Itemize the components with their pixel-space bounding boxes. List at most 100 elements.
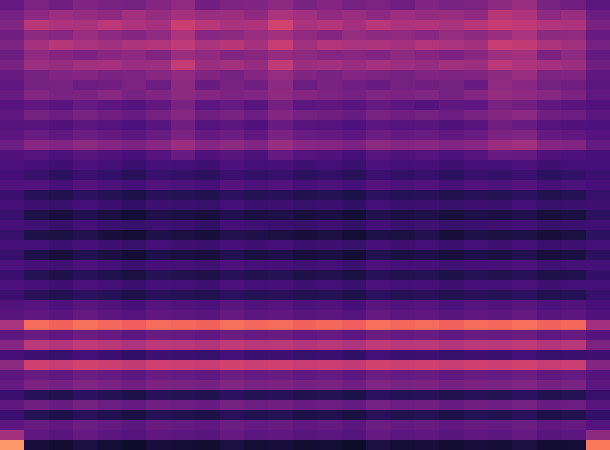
heatmap-cell <box>537 410 562 421</box>
heatmap-cell <box>366 40 391 51</box>
heatmap-cell <box>464 220 489 231</box>
heatmap-cell <box>561 350 586 361</box>
heatmap-cell <box>73 70 98 81</box>
heatmap-cell <box>146 190 171 201</box>
heatmap-cell <box>49 250 74 261</box>
heatmap-cell <box>586 390 610 401</box>
heatmap-cell <box>586 180 610 191</box>
heatmap-cell <box>586 50 610 61</box>
heatmap-cell <box>49 280 74 291</box>
heatmap-cell <box>439 270 464 281</box>
heatmap-cell <box>390 10 415 21</box>
heatmap-cell <box>561 150 586 161</box>
heatmap-cell <box>146 200 171 211</box>
heatmap-cell <box>537 60 562 71</box>
heatmap-cell <box>488 20 513 31</box>
heatmap-cell <box>366 330 391 341</box>
heatmap-cell <box>220 420 245 431</box>
heatmap-cell <box>171 170 196 181</box>
heatmap-cell <box>244 90 269 101</box>
heatmap-cell <box>317 110 342 121</box>
heatmap-cell <box>244 260 269 271</box>
heatmap-cell <box>464 390 489 401</box>
heatmap-cell <box>220 40 245 51</box>
heatmap-cell <box>24 130 49 141</box>
heatmap-cell <box>244 180 269 191</box>
heatmap-cell <box>317 430 342 441</box>
heatmap-cell <box>317 80 342 91</box>
heatmap-cell <box>49 260 74 271</box>
heatmap-cell <box>586 40 610 51</box>
heatmap-cell <box>439 320 464 331</box>
heatmap-cell <box>561 310 586 321</box>
heatmap-cell <box>464 40 489 51</box>
heatmap-cell <box>293 210 318 221</box>
heatmap-cell <box>586 80 610 91</box>
chart <box>0 0 610 450</box>
heatmap-cell <box>293 290 318 301</box>
heatmap-cell <box>268 360 293 371</box>
heatmap-cell <box>24 320 49 331</box>
heatmap-cell <box>439 160 464 171</box>
heatmap-cell <box>415 340 440 351</box>
heatmap-cell <box>73 370 98 381</box>
heatmap-cell <box>464 430 489 441</box>
heatmap-cell <box>390 190 415 201</box>
heatmap-cell <box>220 390 245 401</box>
heatmap-cell <box>561 320 586 331</box>
heatmap-cell <box>268 10 293 21</box>
heatmap-cell <box>49 70 74 81</box>
heatmap-cell <box>0 280 25 291</box>
heatmap-cell <box>24 100 49 111</box>
heatmap-cell <box>0 340 25 351</box>
heatmap-cell <box>342 240 367 251</box>
heatmap-cell <box>244 280 269 291</box>
heatmap-cell <box>293 40 318 51</box>
heatmap-cell <box>561 330 586 341</box>
heatmap-cell <box>195 290 220 301</box>
heatmap-cell <box>415 370 440 381</box>
heatmap-cell <box>195 350 220 361</box>
heatmap-cell <box>268 400 293 411</box>
heatmap-cell <box>244 200 269 211</box>
heatmap-cell <box>342 80 367 91</box>
heatmap-cell <box>146 90 171 101</box>
heatmap-cell <box>561 180 586 191</box>
heatmap-cell <box>49 90 74 101</box>
heatmap-cell <box>512 80 537 91</box>
heatmap-cell <box>390 40 415 51</box>
heatmap-cell <box>390 20 415 31</box>
heatmap-cell <box>122 40 147 51</box>
heatmap-cell <box>488 250 513 261</box>
heatmap-cell <box>488 420 513 431</box>
heatmap-cell <box>464 210 489 221</box>
heatmap-cell <box>171 310 196 321</box>
heatmap-cell <box>561 220 586 231</box>
heatmap-cell <box>488 270 513 281</box>
heatmap-cell <box>293 200 318 211</box>
heatmap-cell <box>561 50 586 61</box>
heatmap-cell <box>0 410 25 421</box>
heatmap-cell <box>561 360 586 371</box>
heatmap-cell <box>293 250 318 261</box>
heatmap-cell <box>415 420 440 431</box>
heatmap-cell <box>342 360 367 371</box>
heatmap-cell <box>561 70 586 81</box>
heatmap-cell <box>512 70 537 81</box>
heatmap-cell <box>561 280 586 291</box>
heatmap-cell <box>73 150 98 161</box>
heatmap-cell <box>98 0 123 11</box>
heatmap-cell <box>171 410 196 421</box>
heatmap-cell <box>122 420 147 431</box>
heatmap-cell <box>342 180 367 191</box>
heatmap-cell <box>220 30 245 41</box>
heatmap-cell <box>49 300 74 311</box>
heatmap-cell <box>98 400 123 411</box>
heatmap-cell <box>464 440 489 450</box>
heatmap-cell <box>244 210 269 221</box>
heatmap-cell <box>464 200 489 211</box>
heatmap-cell <box>244 360 269 371</box>
heatmap-cell <box>390 330 415 341</box>
heatmap-cell <box>488 90 513 101</box>
heatmap-cell <box>98 430 123 441</box>
